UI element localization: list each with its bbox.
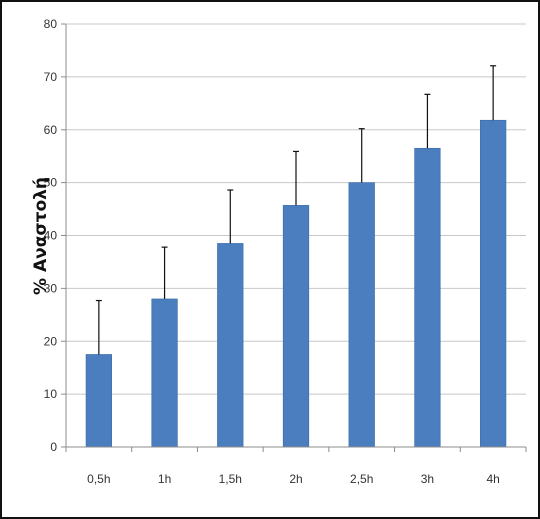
y-tick-label: 40 — [44, 229, 58, 243]
y-tick-label: 50 — [44, 176, 58, 190]
error-bars — [95, 65, 497, 355]
bar-4h — [480, 119, 507, 448]
x-tick-label: 2h — [289, 472, 302, 486]
x-tick-label: 2,5h — [350, 472, 373, 486]
x-tick-label: 1,5h — [219, 472, 242, 486]
x-tick-label: 3h — [421, 472, 434, 486]
bars — [85, 119, 507, 448]
y-tick-labels: 0 10 20 30 40 50 60 70 80 — [44, 17, 66, 454]
y-tick-label: 10 — [44, 387, 58, 401]
bar-3h — [414, 147, 441, 448]
bar-0,5h — [85, 354, 112, 448]
y-tick-label: 60 — [44, 123, 58, 137]
bar-1,5h — [217, 243, 244, 448]
y-tick-label: 0 — [50, 440, 57, 454]
y-tick-label: 30 — [44, 281, 58, 295]
y-axis-title: % Αναστολή — [31, 177, 51, 295]
y-tick-label: 20 — [44, 334, 58, 348]
x-tick-label: 4h — [486, 472, 499, 486]
bar-2,5h — [348, 182, 375, 448]
y-tick-label: 70 — [44, 70, 58, 84]
x-tick-labels: 0,5h 1h 1,5h 2h 2,5h 3h 4h — [65, 447, 527, 486]
y-tick-label: 80 — [44, 17, 58, 31]
x-tick-label: 1h — [158, 472, 171, 486]
bar-2h — [282, 205, 310, 448]
x-tick-label: 0,5h — [87, 472, 110, 486]
bar-1h — [151, 298, 178, 448]
